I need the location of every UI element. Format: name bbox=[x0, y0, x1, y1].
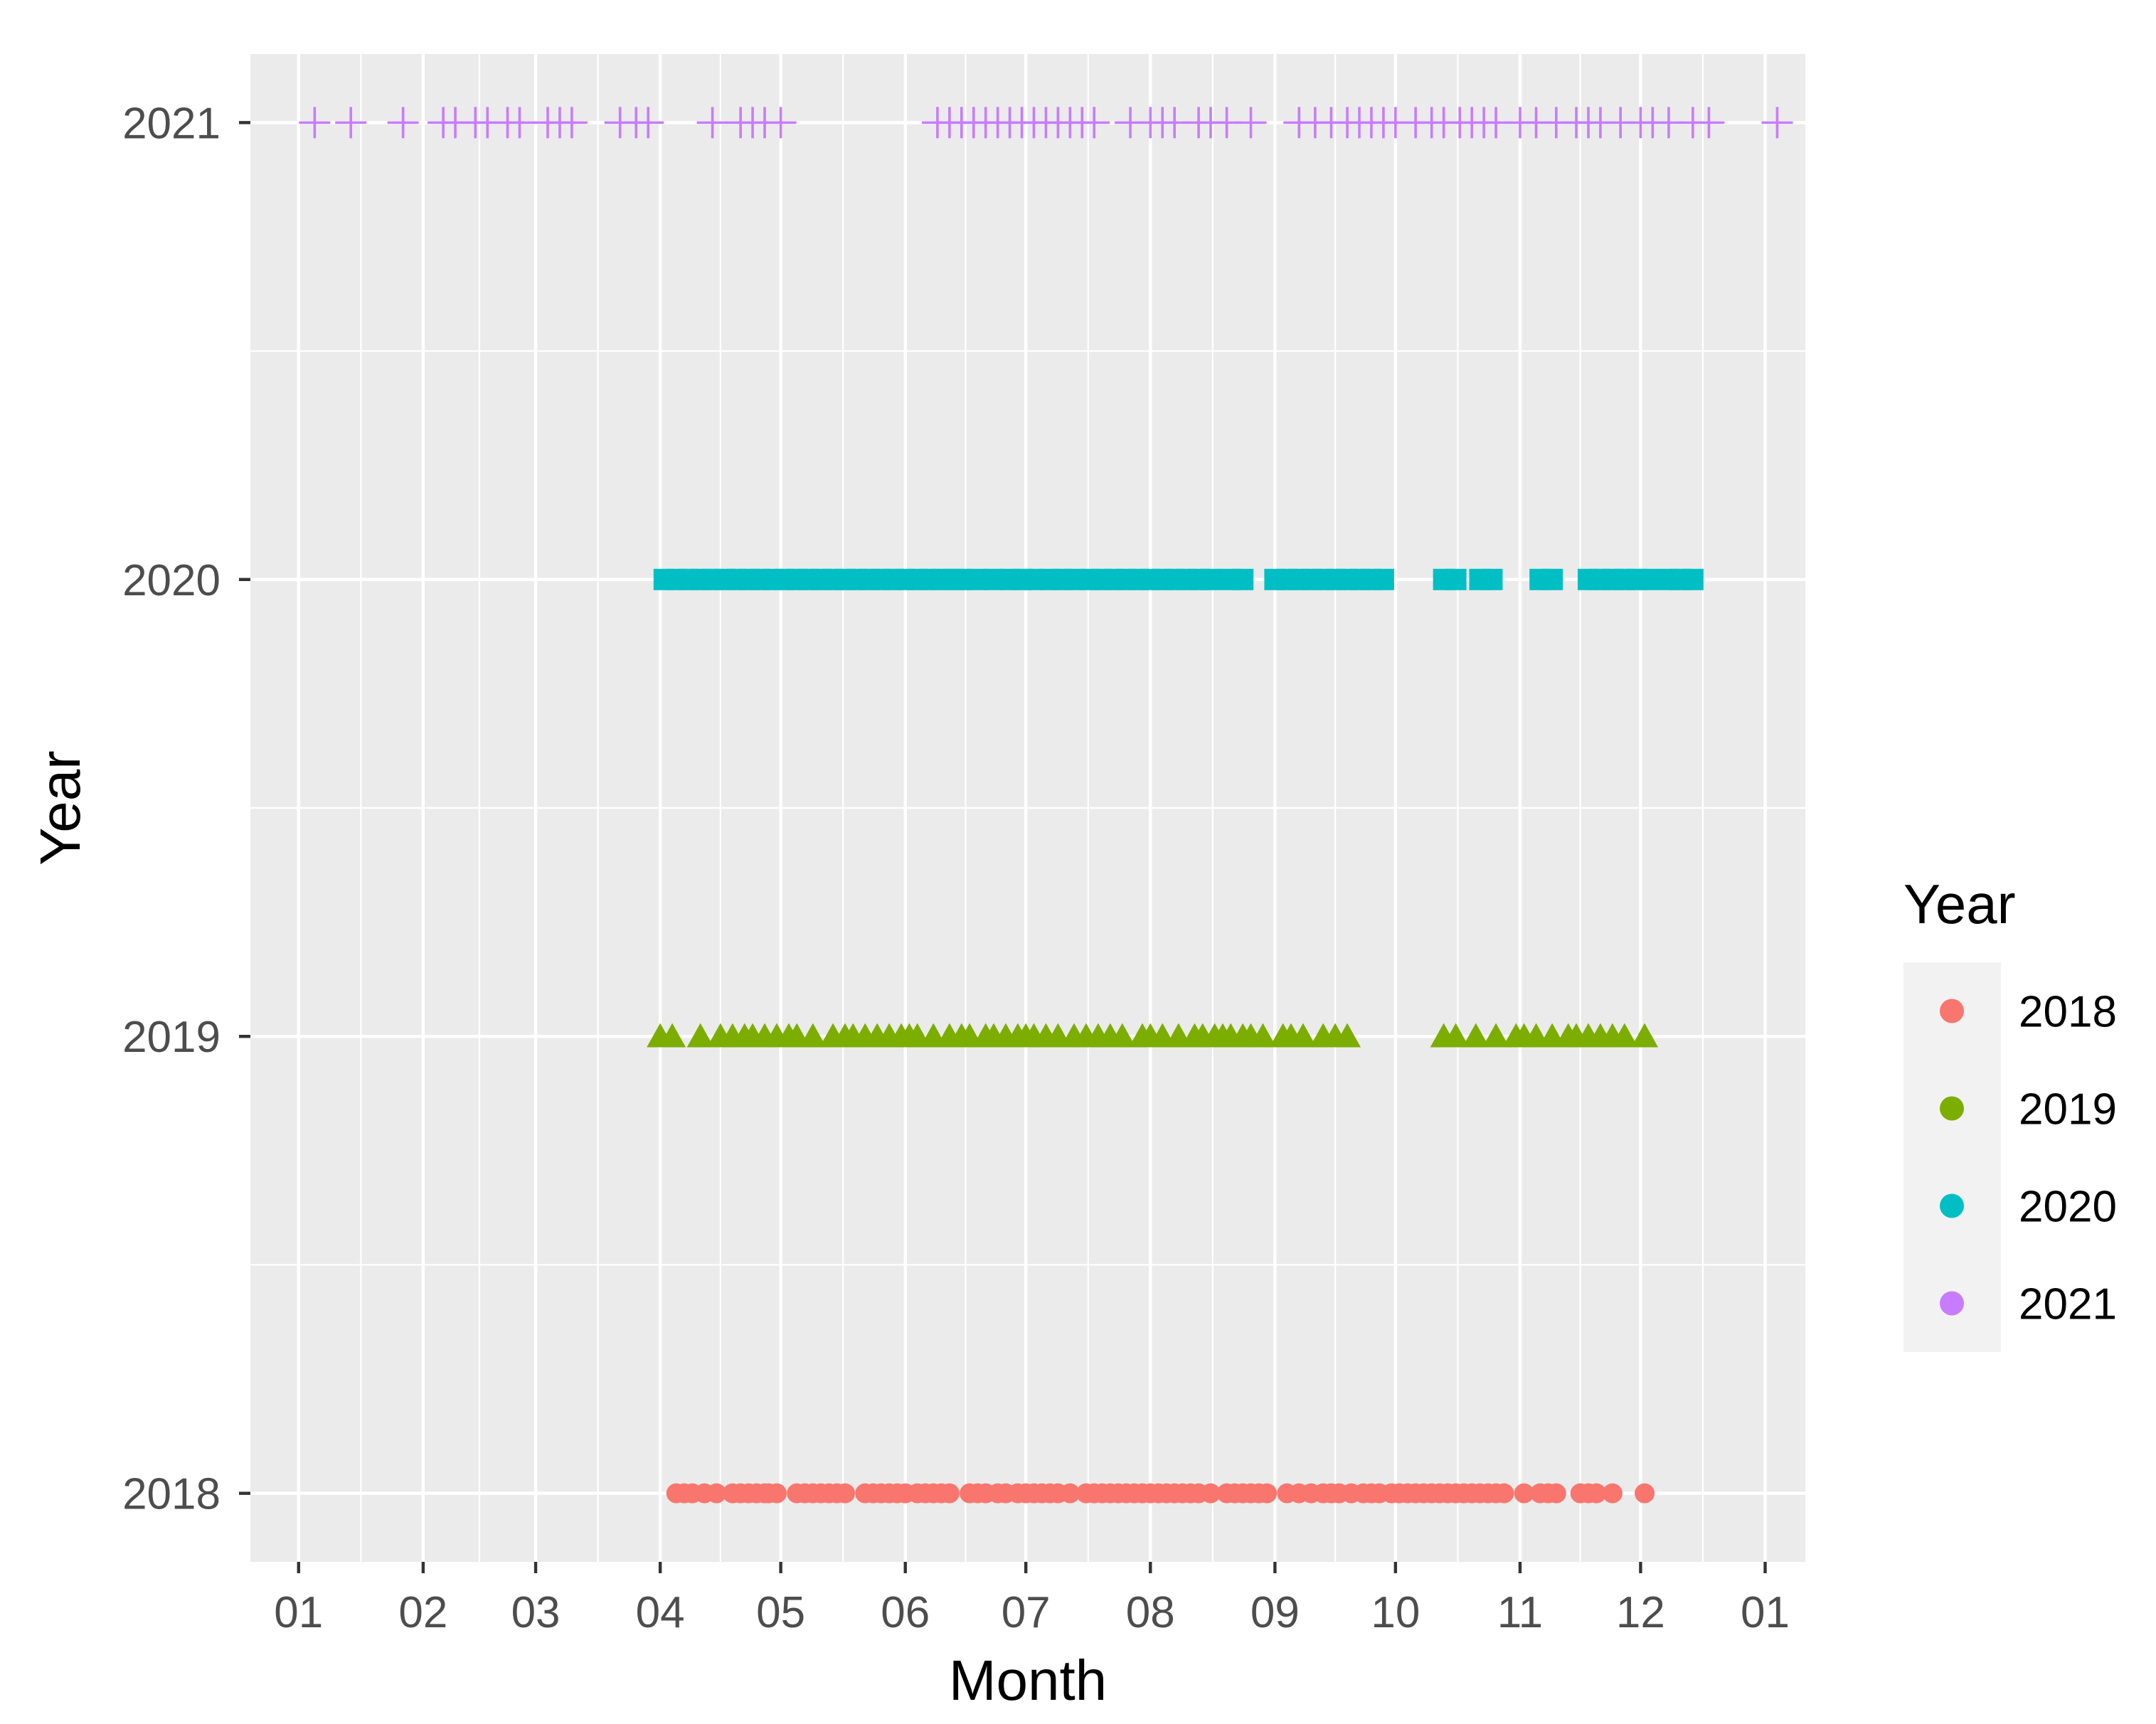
legend-label-2018: 2018 bbox=[2019, 988, 2117, 1037]
data-point-2018 bbox=[1060, 1483, 1080, 1504]
y-tick-label: 2020 bbox=[122, 556, 221, 605]
legend-label-2021: 2021 bbox=[2019, 1280, 2117, 1329]
x-tick-label: 03 bbox=[511, 1588, 561, 1637]
x-tick-label: 05 bbox=[756, 1588, 805, 1637]
legend: Year 2018 2019 2020 2021 bbox=[1903, 873, 2117, 1352]
legend-key-background bbox=[1903, 962, 2001, 1352]
data-point-2019 bbox=[1462, 1023, 1489, 1048]
x-tick-label: 11 bbox=[1497, 1588, 1543, 1637]
x-tick-label: 01 bbox=[1741, 1588, 1790, 1637]
data-point-2020 bbox=[1682, 568, 1704, 590]
data-point-2018 bbox=[834, 1483, 855, 1504]
data-point-2021 bbox=[765, 107, 797, 139]
x-tick-label: 06 bbox=[881, 1588, 930, 1637]
series-2019 bbox=[647, 1023, 1659, 1048]
data-point-2021 bbox=[1235, 107, 1267, 139]
legend-label-2019: 2019 bbox=[2019, 1085, 2117, 1134]
y-tick-label: 2018 bbox=[122, 1470, 221, 1519]
data-point-2018 bbox=[706, 1483, 727, 1504]
data-point-2018 bbox=[1546, 1483, 1566, 1504]
series-2020 bbox=[653, 568, 1704, 590]
data-marks bbox=[299, 107, 1793, 1504]
x-axis: 01 02 03 04 05 06 07 08 09 10 11 12 01 bbox=[274, 1562, 1790, 1637]
data-point-2019 bbox=[1482, 1023, 1510, 1048]
data-point-2019 bbox=[1334, 1023, 1361, 1048]
data-point-2021 bbox=[1761, 107, 1793, 139]
data-point-2018 bbox=[1494, 1483, 1514, 1504]
x-tick-label: 04 bbox=[636, 1588, 685, 1637]
legend-title: Year bbox=[1903, 873, 2016, 935]
data-point-2020 bbox=[1372, 568, 1394, 590]
series-2021 bbox=[299, 107, 1793, 139]
data-point-2021 bbox=[335, 107, 367, 139]
data-point-2021 bbox=[299, 107, 331, 139]
series-2018 bbox=[666, 1483, 1655, 1504]
legend-label-2020: 2020 bbox=[2019, 1183, 2117, 1232]
grid-minor bbox=[250, 54, 1805, 1562]
data-point-2020 bbox=[1445, 568, 1467, 590]
x-tick-label: 09 bbox=[1250, 1588, 1300, 1637]
y-tick-label: 2021 bbox=[122, 99, 221, 148]
data-point-2018 bbox=[1514, 1483, 1534, 1504]
x-axis-title: Month bbox=[949, 1649, 1107, 1712]
data-point-2018 bbox=[1201, 1483, 1221, 1504]
legend-key-2021 bbox=[1940, 1291, 1964, 1316]
data-point-2019 bbox=[1610, 1023, 1638, 1048]
y-axis-title: Year bbox=[28, 750, 92, 866]
data-point-2021 bbox=[387, 107, 419, 139]
data-point-2020 bbox=[1637, 568, 1660, 590]
data-point-2018 bbox=[939, 1483, 960, 1504]
legend-key-2018 bbox=[1940, 999, 1964, 1023]
data-point-2020 bbox=[1232, 568, 1254, 590]
data-point-2018 bbox=[1635, 1483, 1655, 1504]
data-point-2019 bbox=[1249, 1023, 1277, 1048]
legend-key-2019 bbox=[1940, 1096, 1964, 1121]
legend-key-2020 bbox=[1940, 1193, 1964, 1218]
x-tick-label: 10 bbox=[1371, 1588, 1420, 1637]
data-point-2018 bbox=[1586, 1483, 1607, 1504]
data-point-2019 bbox=[1631, 1023, 1659, 1048]
data-point-2019 bbox=[686, 1023, 714, 1048]
data-point-2021 bbox=[696, 107, 728, 139]
data-point-2019 bbox=[1442, 1023, 1470, 1048]
x-tick-label: 01 bbox=[274, 1588, 323, 1637]
data-point-2020 bbox=[1200, 568, 1222, 590]
data-point-2020 bbox=[1481, 568, 1503, 590]
y-tick-label: 2019 bbox=[122, 1013, 221, 1062]
data-point-2021 bbox=[1693, 107, 1725, 139]
data-point-2021 bbox=[556, 107, 588, 139]
data-point-2019 bbox=[659, 1023, 686, 1048]
data-point-2019 bbox=[1289, 1023, 1317, 1048]
x-tick-label: 08 bbox=[1126, 1588, 1175, 1637]
x-tick-label: 02 bbox=[398, 1588, 447, 1637]
data-point-2021 bbox=[504, 107, 536, 139]
y-axis: 2018 2019 2020 2021 bbox=[122, 99, 250, 1519]
data-point-2019 bbox=[1108, 1023, 1136, 1048]
x-tick-label: 12 bbox=[1616, 1588, 1665, 1637]
data-point-2018 bbox=[766, 1483, 787, 1504]
data-point-2019 bbox=[799, 1023, 827, 1048]
x-tick-label: 07 bbox=[1002, 1588, 1051, 1637]
data-point-2018 bbox=[1602, 1483, 1623, 1504]
data-point-2020 bbox=[1541, 568, 1563, 590]
data-point-2021 bbox=[632, 107, 664, 139]
data-point-2021 bbox=[1078, 107, 1110, 139]
legend-entries: 2018 2019 2020 2021 bbox=[1940, 988, 2117, 1329]
data-point-2018 bbox=[1257, 1483, 1278, 1504]
